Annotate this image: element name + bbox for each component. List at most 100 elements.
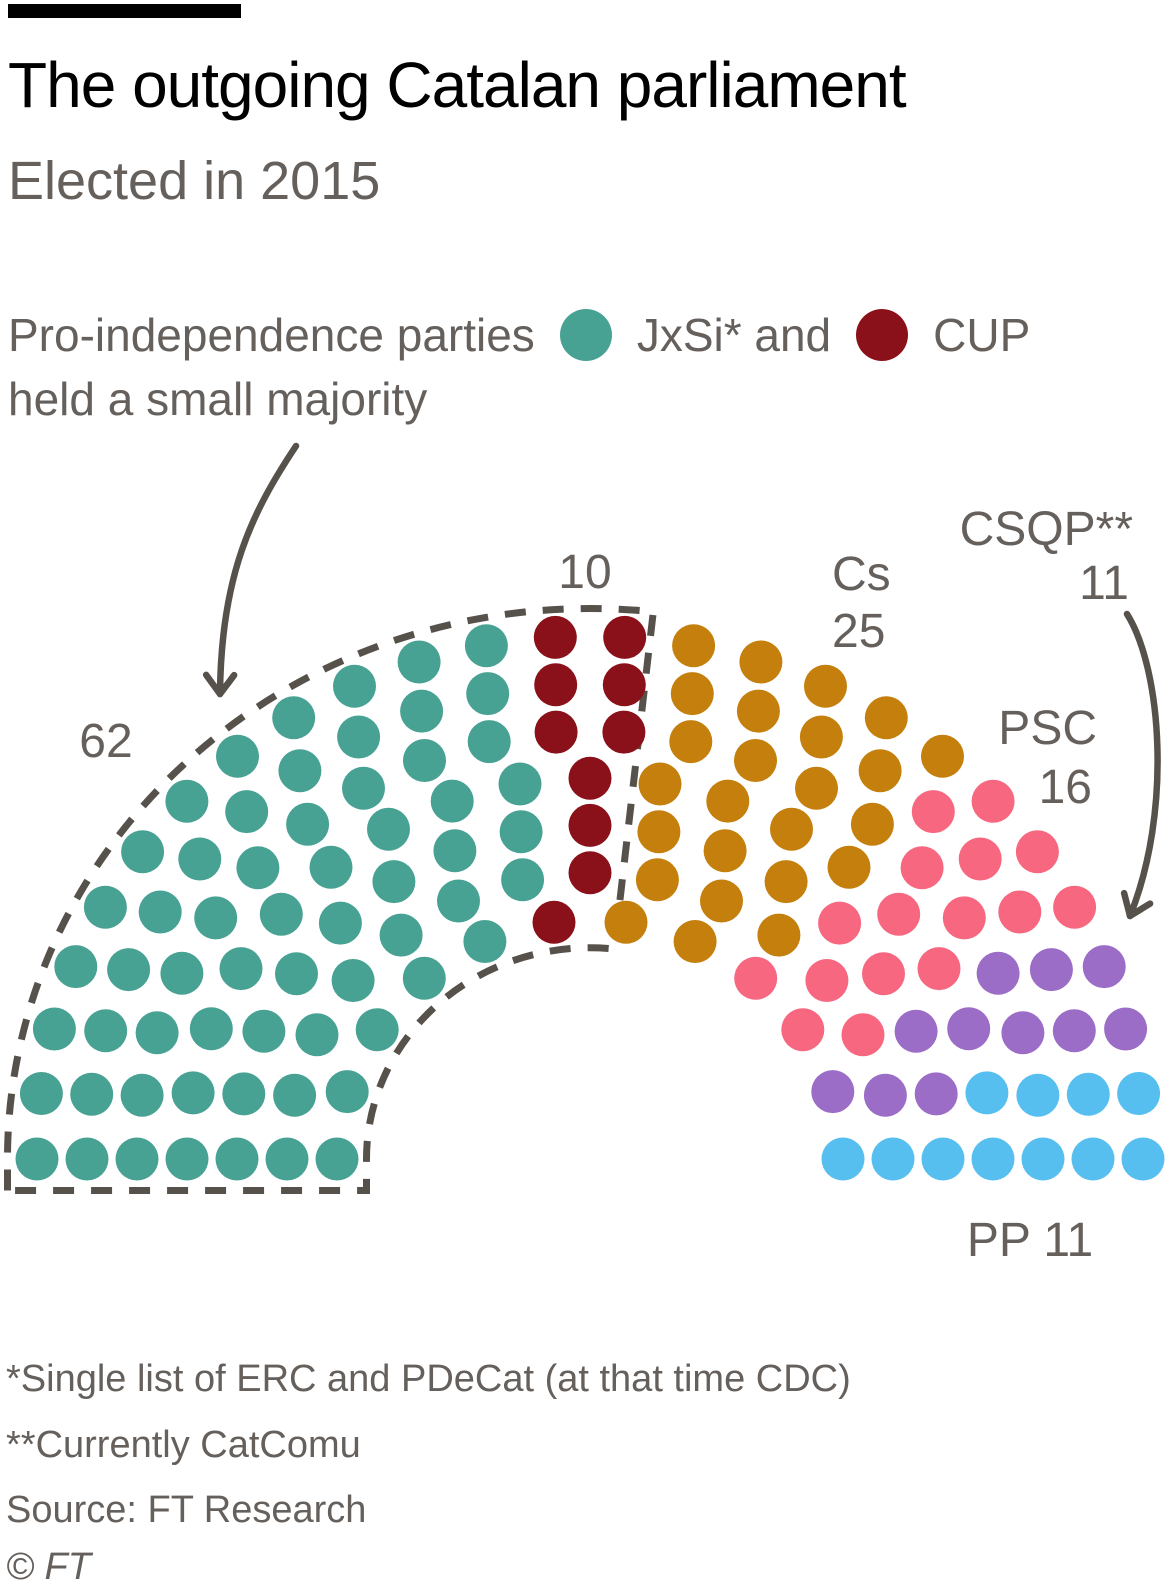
seat-dot xyxy=(700,879,743,923)
seat-dot xyxy=(533,615,577,659)
seat-dot xyxy=(325,1070,369,1114)
seat-dot xyxy=(568,803,612,847)
seat-dot xyxy=(236,846,280,890)
seat-dot xyxy=(32,1007,76,1051)
seat-dot xyxy=(706,779,750,823)
seat-dot xyxy=(864,696,908,740)
seat-dot xyxy=(467,720,511,764)
seat-dot xyxy=(1016,1073,1060,1117)
seat-dot xyxy=(286,802,330,846)
seat-dot xyxy=(971,1137,1015,1181)
seat-dots xyxy=(15,615,1165,1181)
seat-dot xyxy=(216,734,259,778)
seat-dot xyxy=(827,845,871,889)
seat-dot xyxy=(463,920,507,963)
seat-dot xyxy=(498,762,542,806)
cup-legend-swatch-icon xyxy=(856,309,909,361)
seat-dot xyxy=(331,959,375,1002)
seat-dot xyxy=(160,951,204,995)
seat-dot xyxy=(400,689,444,733)
seat-dot xyxy=(1029,948,1073,992)
majority-dashed-outline xyxy=(4,605,658,1194)
seat-dot xyxy=(568,756,612,800)
seat-dot xyxy=(402,956,446,1000)
seat-dot xyxy=(242,1009,286,1053)
seat-dot xyxy=(603,615,647,659)
seat-dot xyxy=(333,664,376,708)
seat-dot xyxy=(914,1072,958,1116)
legend-line2: held a small majority xyxy=(8,373,428,425)
seat-dot xyxy=(219,947,263,991)
seat-dot xyxy=(947,1007,991,1051)
jxsi-count-label: 62 xyxy=(79,715,132,768)
seat-dot xyxy=(342,766,385,810)
page-subtitle: Elected in 2015 xyxy=(8,151,381,211)
seat-dot xyxy=(1066,1072,1110,1116)
seat-dot xyxy=(403,739,446,782)
seat-dot xyxy=(278,749,322,793)
seat-dot xyxy=(841,1013,885,1057)
page-title: The outgoing Catalan parliament xyxy=(8,49,907,121)
seat-dot xyxy=(121,830,165,874)
footnote-single-list: *Single list of ERC and PDeCat (at that … xyxy=(6,1358,851,1400)
seat-dot xyxy=(430,779,474,823)
seat-dot xyxy=(194,896,238,940)
seat-dot xyxy=(107,948,151,992)
seat-dot xyxy=(917,947,961,991)
seat-dot xyxy=(971,779,1015,823)
source-line: Source: FT Research xyxy=(6,1489,367,1531)
seat-dot xyxy=(764,860,808,904)
seat-dot xyxy=(799,715,843,759)
seat-dot xyxy=(433,829,477,873)
seat-dot xyxy=(534,663,578,707)
seat-dot xyxy=(739,640,783,684)
seat-dot xyxy=(379,913,423,957)
seat-dot xyxy=(1001,1011,1045,1055)
seat-dot xyxy=(637,810,681,854)
psc-name-label: PSC xyxy=(998,702,1097,755)
seat-dot xyxy=(795,766,838,810)
seat-dot xyxy=(781,1008,825,1052)
seat-dot xyxy=(84,1009,128,1053)
seat-dot xyxy=(734,739,777,782)
seat-dot xyxy=(265,1137,309,1181)
seat-dot xyxy=(894,1009,938,1053)
seat-dot xyxy=(757,913,801,957)
seat-dot xyxy=(337,715,381,759)
seat-dot xyxy=(804,664,847,708)
seat-dot xyxy=(1104,1007,1148,1051)
seat-dot xyxy=(318,901,362,945)
seat-dot xyxy=(1071,1137,1115,1181)
seat-dot xyxy=(466,672,510,716)
csqp-annotation-arrow xyxy=(1120,610,1161,920)
seat-dot xyxy=(189,1007,233,1051)
seat-dot xyxy=(19,1072,63,1115)
seat-dot xyxy=(1052,1009,1096,1053)
copyright-line: © FT xyxy=(6,1546,91,1588)
seat-dot xyxy=(165,779,209,823)
seat-dot xyxy=(355,1008,399,1052)
legend-jxsi-label: JxSi* and xyxy=(636,309,832,361)
seat-dot xyxy=(976,951,1020,995)
csqp-count-label: 11 xyxy=(1079,557,1129,610)
seat-dot xyxy=(15,1137,59,1181)
cs-count-label: 25 xyxy=(832,605,885,658)
jxsi-legend-swatch-icon xyxy=(559,309,612,361)
seat-dot xyxy=(315,1137,359,1181)
seat-dot xyxy=(877,892,921,936)
seat-dot xyxy=(1015,830,1059,874)
seat-dot xyxy=(309,845,353,889)
seat-dot xyxy=(850,802,894,846)
seat-dot xyxy=(372,860,416,904)
seat-dot xyxy=(464,624,508,668)
seat-dot xyxy=(638,762,682,806)
seat-dot xyxy=(70,1072,114,1116)
seat-dot xyxy=(115,1137,159,1181)
seat-dot xyxy=(862,952,905,996)
seat-dot xyxy=(272,696,316,740)
seat-dot xyxy=(672,624,716,668)
ft-brand-bar xyxy=(8,4,241,18)
seat-dot xyxy=(532,900,576,944)
seat-dot xyxy=(165,1137,209,1181)
